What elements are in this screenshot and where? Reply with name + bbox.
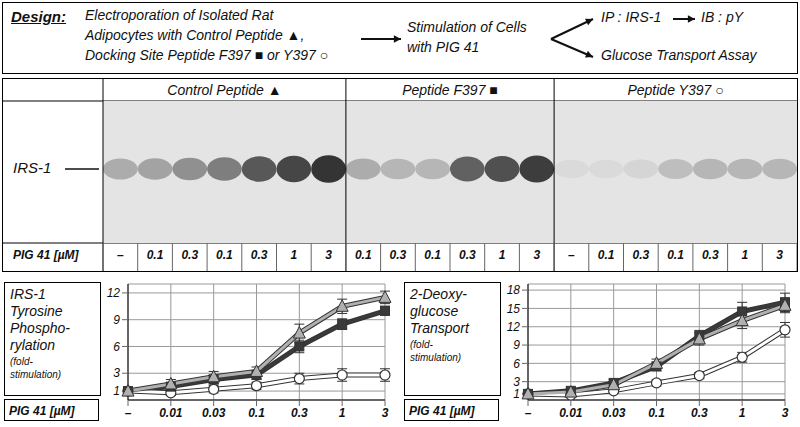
svg-text:15: 15 bbox=[507, 302, 521, 316]
svg-text:–: – bbox=[125, 406, 132, 420]
html-text:0.1: 0.1 bbox=[146, 248, 164, 262]
html-text:IB : pY: IB : pY bbox=[701, 9, 743, 25]
html-text:0.1: 0.1 bbox=[667, 248, 684, 262]
html-text:0.1: 0.1 bbox=[597, 248, 615, 262]
svg-text:0.3: 0.3 bbox=[291, 406, 308, 420]
html-text:Design:: Design: bbox=[11, 8, 66, 25]
html-text:0.3: 0.3 bbox=[459, 248, 476, 262]
svg-text:6: 6 bbox=[113, 340, 120, 354]
html-text:Peptide F397 ■: Peptide F397 ■ bbox=[402, 82, 498, 98]
svg-text:1: 1 bbox=[113, 384, 120, 398]
html-text:Peptide Y397 ○: Peptide Y397 ○ bbox=[627, 82, 724, 98]
html-text:Adipocytes with Control Peptid: Adipocytes with Control Peptide ▲, bbox=[85, 27, 305, 43]
svg-text:–: – bbox=[525, 406, 532, 420]
html-text:IP : IRS-1: IP : IRS-1 bbox=[601, 9, 662, 25]
html-text:1: 1 bbox=[498, 248, 506, 262]
html-text:Control Peptide ▲: Control Peptide ▲ bbox=[167, 82, 282, 98]
svg-text:0.01: 0.01 bbox=[559, 406, 583, 420]
html-text:0.1: 0.1 bbox=[354, 248, 372, 262]
html-text:(fold-: (fold- bbox=[410, 339, 433, 350]
html-text:(fold-: (fold- bbox=[10, 356, 33, 367]
svg-text:3: 3 bbox=[782, 406, 789, 420]
svg-text:0.03: 0.03 bbox=[202, 406, 226, 420]
svg-text:12: 12 bbox=[507, 320, 521, 334]
html-text:0.3: 0.3 bbox=[250, 248, 268, 262]
svg-text:1: 1 bbox=[513, 387, 520, 401]
html-text:Electroporation of Isolated Ra: Electroporation of Isolated Rat bbox=[85, 7, 274, 23]
svg-text:3: 3 bbox=[513, 375, 520, 389]
html-text:IRS-1: IRS-1 bbox=[13, 159, 52, 176]
svg-text:6: 6 bbox=[513, 357, 520, 371]
html-text:PIG 41 [µM]: PIG 41 [µM] bbox=[409, 404, 475, 418]
html-text:3: 3 bbox=[325, 248, 332, 262]
html-text:Stimulation of Cells: Stimulation of Cells bbox=[407, 19, 527, 35]
html-text:1: 1 bbox=[741, 248, 749, 262]
html-text:stimulation): stimulation) bbox=[410, 352, 462, 363]
svg-text:9: 9 bbox=[513, 338, 520, 352]
html-text:0.3: 0.3 bbox=[701, 248, 719, 262]
svg-text:0.1: 0.1 bbox=[648, 406, 665, 420]
svg-text:0.01: 0.01 bbox=[159, 406, 183, 420]
html-text:PIG 41 [µM]: PIG 41 [µM] bbox=[9, 404, 75, 418]
html-text:rylation: rylation bbox=[10, 337, 56, 353]
html-text:2-Deoxy-: 2-Deoxy- bbox=[410, 286, 467, 302]
html-text:0.3: 0.3 bbox=[181, 248, 199, 262]
html-text:Tyrosine: Tyrosine bbox=[10, 303, 63, 319]
svg-text:3: 3 bbox=[113, 366, 120, 380]
html-text:Phospho-: Phospho- bbox=[10, 320, 70, 336]
html-text:1: 1 bbox=[290, 248, 298, 262]
svg-text:0.1: 0.1 bbox=[248, 406, 265, 420]
svg-text:1: 1 bbox=[739, 406, 746, 420]
html-text:3: 3 bbox=[776, 248, 783, 262]
svg-text:12: 12 bbox=[107, 286, 121, 300]
svg-text:3: 3 bbox=[382, 406, 389, 420]
svg-text:0.3: 0.3 bbox=[691, 406, 708, 420]
svg-text:1: 1 bbox=[339, 406, 346, 420]
html-text:Transport: Transport bbox=[410, 320, 469, 336]
html-text:Glucose Transport Assay: Glucose Transport Assay bbox=[601, 47, 757, 63]
html-text:0.1: 0.1 bbox=[216, 248, 233, 262]
html-text:IRS-1: IRS-1 bbox=[10, 286, 46, 302]
html-text:Docking Site Peptide F397 ■ or: Docking Site Peptide F397 ■ or Y397 ○ bbox=[85, 47, 329, 63]
html-text:0.1: 0.1 bbox=[424, 248, 441, 262]
html-text:stimulation): stimulation) bbox=[10, 369, 62, 380]
html-text:3: 3 bbox=[533, 248, 541, 262]
svg-text:0.03: 0.03 bbox=[602, 406, 626, 420]
html-text:0.3: 0.3 bbox=[389, 248, 407, 262]
html-text:glucose: glucose bbox=[410, 303, 459, 319]
html-text:with PIG 41: with PIG 41 bbox=[407, 39, 480, 55]
svg-text:9: 9 bbox=[113, 313, 120, 327]
svg-text:18: 18 bbox=[507, 283, 521, 297]
html-text:PIG 41 [µM]: PIG 41 [µM] bbox=[13, 248, 79, 262]
html-text:0.3: 0.3 bbox=[632, 248, 650, 262]
